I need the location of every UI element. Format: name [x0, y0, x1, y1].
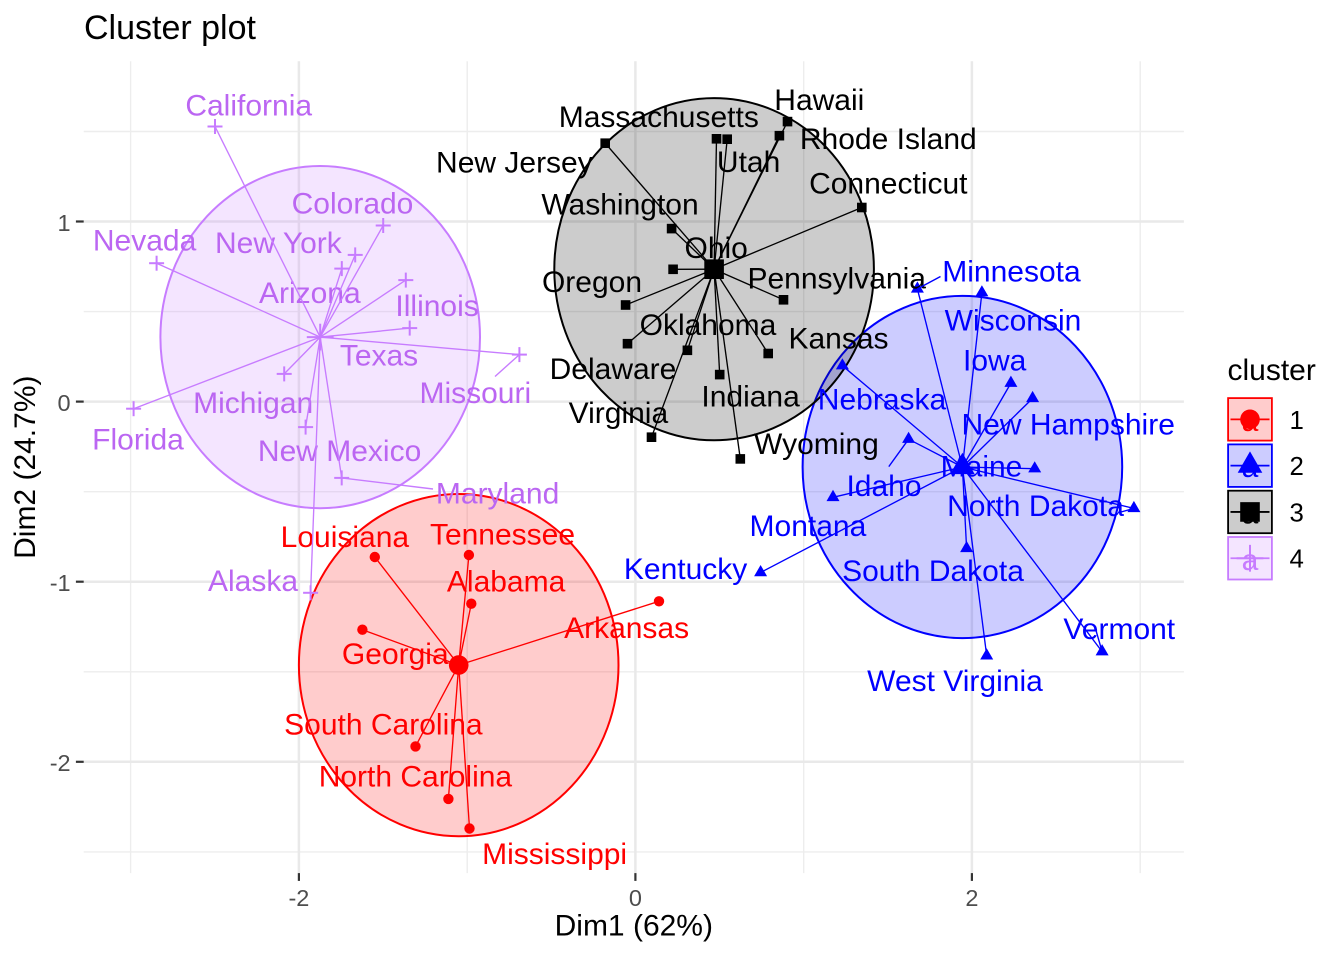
svg-text:West Virginia: West Virginia — [867, 665, 1043, 698]
svg-text:Delaware: Delaware — [550, 353, 677, 386]
svg-text:North Carolina: North Carolina — [319, 761, 513, 794]
svg-text:Rhode Island: Rhode Island — [800, 123, 977, 156]
svg-text:Colorado: Colorado — [292, 188, 414, 221]
svg-text:Dim1 (62%): Dim1 (62%) — [555, 909, 713, 942]
svg-text:Oregon: Oregon — [542, 266, 642, 299]
svg-text:Illinois: Illinois — [395, 290, 478, 323]
svg-text:-2: -2 — [50, 750, 71, 776]
svg-text:Maryland: Maryland — [436, 478, 559, 511]
svg-text:Florida: Florida — [92, 423, 184, 456]
svg-text:South Carolina: South Carolina — [284, 709, 483, 742]
svg-text:Arizona: Arizona — [259, 277, 361, 310]
svg-text:3: 3 — [1290, 499, 1304, 527]
svg-text:0: 0 — [58, 390, 71, 416]
svg-text:Utah: Utah — [717, 146, 780, 179]
svg-text:1: 1 — [1290, 407, 1304, 435]
svg-text:Nevada: Nevada — [93, 224, 197, 257]
svg-text:Kentucky: Kentucky — [624, 553, 747, 586]
svg-text:Alaska: Alaska — [208, 565, 298, 598]
svg-text:Louisiana: Louisiana — [281, 521, 410, 554]
svg-text:North Dakota: North Dakota — [947, 490, 1124, 523]
svg-text:Oklahoma: Oklahoma — [640, 309, 777, 342]
svg-text:Hawaii: Hawaii — [774, 84, 864, 117]
svg-text:cluster: cluster — [1228, 354, 1316, 387]
svg-text:Montana: Montana — [750, 510, 867, 543]
svg-text:Georgia: Georgia — [342, 638, 449, 671]
svg-text:-2: -2 — [288, 885, 309, 911]
svg-text:1: 1 — [58, 210, 71, 236]
svg-text:2: 2 — [1290, 453, 1304, 481]
svg-text:2: 2 — [965, 885, 978, 911]
svg-text:4: 4 — [1290, 546, 1304, 574]
svg-text:California: California — [185, 90, 312, 123]
svg-text:Michigan: Michigan — [193, 387, 313, 420]
svg-text:Missouri: Missouri — [419, 377, 531, 410]
svg-text:Virginia: Virginia — [569, 397, 669, 430]
svg-text:Mississippi: Mississippi — [482, 838, 627, 871]
svg-text:Minnesota: Minnesota — [942, 256, 1081, 289]
svg-text:Arkansas: Arkansas — [564, 612, 689, 645]
svg-text:Pennsylvania: Pennsylvania — [747, 263, 926, 296]
svg-text:Kansas: Kansas — [788, 322, 888, 355]
svg-text:Massachusetts: Massachusetts — [559, 101, 759, 134]
svg-text:Vermont: Vermont — [1063, 613, 1175, 646]
svg-text:Cluster plot: Cluster plot — [84, 9, 257, 47]
svg-text:Wyoming: Wyoming — [754, 428, 879, 461]
svg-text:Tennessee: Tennessee — [430, 519, 575, 552]
svg-text:Washington: Washington — [541, 189, 698, 222]
svg-text:South Dakota: South Dakota — [842, 555, 1024, 588]
svg-text:Dim2 (24.7%): Dim2 (24.7%) — [9, 376, 42, 559]
svg-text:New Hampshire: New Hampshire — [961, 409, 1174, 442]
svg-text:-1: -1 — [50, 570, 71, 596]
svg-text:Connecticut: Connecticut — [809, 168, 968, 201]
svg-text:Idaho: Idaho — [846, 470, 921, 503]
svg-text:Indiana: Indiana — [701, 381, 800, 414]
svg-text:Wisconsin: Wisconsin — [945, 305, 1082, 338]
svg-text:New Jersey: New Jersey — [436, 146, 593, 179]
svg-text:0: 0 — [629, 885, 642, 911]
